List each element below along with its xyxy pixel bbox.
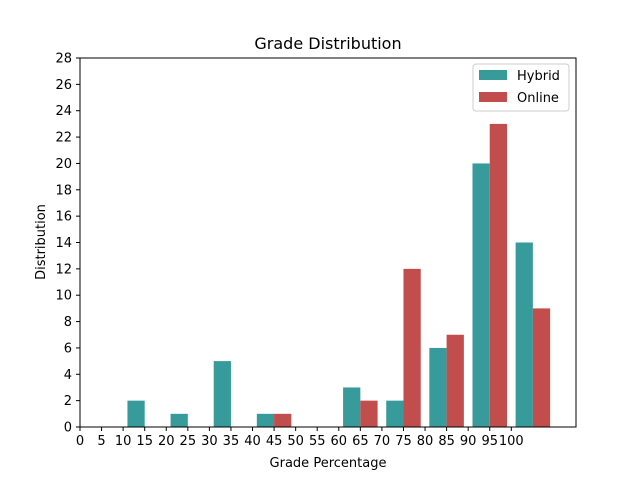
y-tick-label: 0 xyxy=(64,421,72,436)
bar-hybrid-80-85 xyxy=(429,347,447,427)
x-tick-label: 0 xyxy=(76,434,84,449)
bar-online-60-65 xyxy=(360,400,378,427)
x-tick-label: 10 xyxy=(115,434,132,449)
y-tick-label: 10 xyxy=(55,289,72,304)
x-axis-label: Grade Percentage xyxy=(270,456,387,471)
legend-swatch-hybrid xyxy=(479,70,507,80)
x-tick-label: 35 xyxy=(223,434,240,449)
y-tick-label: 2 xyxy=(64,394,72,409)
axes-group: 0 5 10 15 20 25 30 35 40 45 50 55 60 65 70 75 80 85 90 95 10… xyxy=(55,52,577,449)
y-tick-label: 14 xyxy=(55,236,72,251)
y-tick-label: 4 xyxy=(64,368,72,383)
x-tick-label: 40 xyxy=(244,434,261,449)
y-tick-label: 20 xyxy=(55,157,72,172)
bar-online-100 xyxy=(532,308,551,427)
x-tick-label: 50 xyxy=(287,434,304,449)
x-tick-label: 75 xyxy=(395,434,412,449)
x-tick-label: 90 xyxy=(460,434,477,449)
bars-group xyxy=(127,123,551,428)
x-tick-label: 60 xyxy=(331,434,348,449)
bar-hybrid-60-65 xyxy=(343,387,361,427)
bar-hybrid-70-75 xyxy=(386,400,404,427)
y-tick-label: 12 xyxy=(55,262,72,277)
x-tick-label: 5 xyxy=(97,434,105,449)
y-tick-label: 8 xyxy=(64,315,72,330)
x-tick-label: 55 xyxy=(309,434,326,449)
bar-online-40-45 xyxy=(274,413,292,427)
x-tick-label: 65 xyxy=(352,434,369,449)
x-tick-label: 80 xyxy=(417,434,434,449)
bar-hybrid-30-35 xyxy=(213,361,231,427)
y-tick-label: 22 xyxy=(55,131,72,146)
legend-swatch-online xyxy=(479,92,507,102)
legend-label-hybrid: Hybrid xyxy=(517,69,560,84)
y-tick-label: 16 xyxy=(55,210,72,225)
bar-hybrid-20-25 xyxy=(170,413,188,427)
bar-hybrid-40-45 xyxy=(256,413,275,427)
legend: Hybrid Online xyxy=(472,63,570,112)
x-tick-label: 15 xyxy=(136,434,153,449)
x-tick-label: 100 xyxy=(499,434,524,449)
x-tick-label: 30 xyxy=(201,434,218,449)
x-tick-label: 20 xyxy=(158,434,175,449)
y-axis-label: Distribution xyxy=(34,204,49,280)
chart-title: Grade Distribution xyxy=(254,34,401,53)
y-tick-label: 28 xyxy=(55,52,72,67)
y-tick-label: 24 xyxy=(55,104,72,119)
bar-online-80-85 xyxy=(446,334,464,427)
x-tick-label: 95 xyxy=(481,434,498,449)
bar-hybrid-100 xyxy=(515,242,533,427)
x-tick-label: 70 xyxy=(374,434,391,449)
y-tick-label: 18 xyxy=(55,183,72,198)
bar-online-70-75 xyxy=(403,268,421,427)
y-tick-label: 6 xyxy=(64,341,72,356)
x-tick-label: 25 xyxy=(180,434,197,449)
bar-hybrid-90-95 xyxy=(472,163,490,427)
y-tick-label: 26 xyxy=(55,78,72,93)
x-tick-label: 85 xyxy=(438,434,455,449)
bar-online-90-95 xyxy=(489,123,507,428)
bar-hybrid-10-15 xyxy=(127,400,145,427)
legend-label-online: Online xyxy=(517,91,559,106)
x-tick-label: 45 xyxy=(266,434,283,449)
